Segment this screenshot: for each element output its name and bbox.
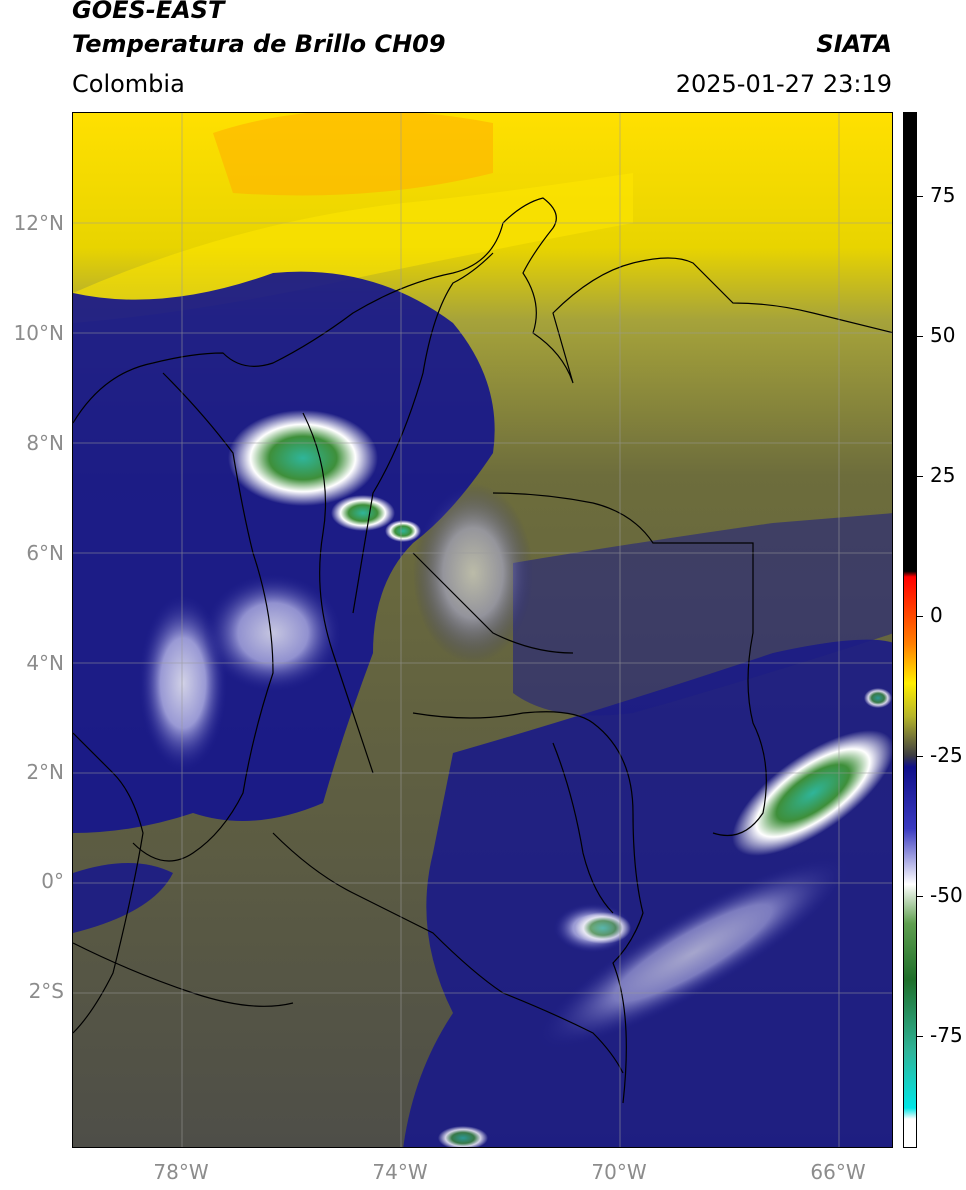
cloud-band-llanos	[513, 513, 892, 716]
colorbar-tick-label: 75	[930, 183, 956, 207]
datetime-label: 2025-01-27 23:19	[675, 70, 892, 98]
product-title: Temperatura de Brillo CH09	[72, 30, 446, 58]
lon-tick-70W: 70°W	[591, 1160, 647, 1184]
gridlines	[73, 113, 892, 1147]
lat-tick-4N: 4°N	[26, 651, 64, 675]
storm-cell-2	[331, 495, 395, 531]
lat-tick-2S: 2°S	[28, 979, 64, 1003]
caribbean-coastline	[73, 197, 892, 424]
borders	[73, 197, 892, 1104]
colorbar-tick-label: 0	[930, 603, 943, 627]
border-venezuela	[492, 492, 767, 837]
colorbar-tick-label: -25	[930, 743, 963, 767]
colorbar-tick-label: -50	[930, 883, 963, 907]
satellite-title: GOES-EAST	[72, 0, 225, 24]
lat-tick-2N: 2°N	[26, 760, 64, 784]
satellite-map	[72, 112, 893, 1148]
map-canvas	[73, 113, 892, 1147]
cloud-top-2	[203, 573, 343, 693]
internal-border-3	[302, 412, 374, 774]
lat-tick-10N: 10°N	[13, 321, 64, 345]
colorbar-tick-mark	[917, 756, 923, 757]
colorbar-tick-mark	[917, 476, 923, 477]
region-label: Colombia	[72, 70, 185, 98]
colorbar-tick-mark	[917, 196, 923, 197]
colorbar-tick-label: 25	[930, 463, 956, 487]
lat-tick-0: 0°	[41, 869, 64, 893]
lat-tick-6N: 6°N	[26, 541, 64, 565]
storm-cell-6	[864, 688, 892, 708]
storm-cell-amazon	[732, 730, 892, 856]
border-peru	[272, 832, 624, 1074]
internal-border-5	[552, 742, 614, 914]
internal-border-4	[412, 552, 574, 654]
colorbar-tick-mark	[917, 336, 923, 337]
lat-tick-8N: 8°N	[26, 431, 64, 455]
yellow-band	[73, 173, 633, 323]
storm-cell-antioquia	[228, 410, 378, 506]
colorbar-tick-label: -75	[930, 1023, 963, 1047]
lon-tick-78W: 78°W	[153, 1160, 209, 1184]
colorbar-tick-mark	[917, 616, 923, 617]
pacific-coastline	[73, 732, 144, 1034]
colorbar-tick-mark	[917, 896, 923, 897]
storm-cell-3	[385, 520, 421, 542]
border-brazil	[412, 711, 644, 1104]
organization-label: SIATA	[816, 30, 892, 58]
lon-tick-74W: 74°W	[372, 1160, 428, 1184]
lat-tick-12N: 12°N	[13, 211, 64, 235]
temperature-colorbar	[903, 112, 917, 1148]
cloud-patch-pacific	[73, 863, 173, 933]
internal-border-2	[352, 252, 494, 614]
storm-cell-5	[438, 1126, 488, 1147]
colorbar-tick-mark	[917, 1036, 923, 1037]
cloud-top-3	[535, 856, 851, 1050]
colorbar-tick-label: 50	[930, 323, 956, 347]
lon-tick-66W: 66°W	[810, 1160, 866, 1184]
storm-cell-4	[575, 912, 631, 944]
cloud-top-5	[413, 483, 533, 663]
warm-band	[213, 113, 493, 196]
cloud-mass-southeast	[403, 639, 892, 1147]
